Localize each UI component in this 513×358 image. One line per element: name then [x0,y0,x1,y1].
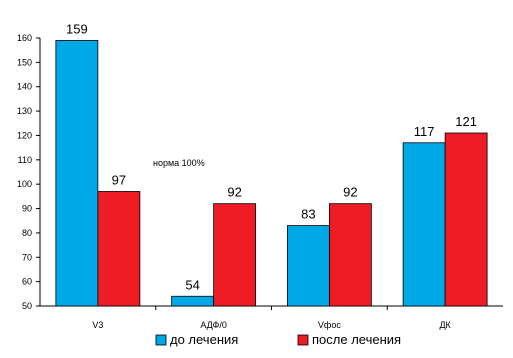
data-label: 159 [66,21,88,36]
data-labels: 159 97 54 92 83 92 117 121 [66,21,477,292]
y-tick-label: 90 [22,204,32,214]
y-tick-label: 70 [22,252,32,262]
x-tick-label: Vфос [318,320,341,330]
bars [55,40,488,307]
y-tick-label: 150 [17,57,32,67]
bar-before-1 [55,40,99,307]
norm-annotation: норма 100% [153,158,205,168]
y-tick-label: 120 [17,130,32,140]
data-label: 92 [343,185,357,200]
legend-swatch [155,334,167,346]
y-tick-label: 110 [18,155,32,165]
bar-before-4 [402,142,446,307]
y-tick-label: 50 [22,301,32,311]
y-tick-label: 160 [17,33,32,43]
bar-after-2 [213,203,257,307]
data-label: 54 [185,277,199,292]
data-label: 117 [414,124,435,139]
data-label: 83 [301,207,315,222]
y-tick-label: 130 [17,106,32,116]
y-tick-label: 80 [22,228,32,238]
y-tick-label: 140 [17,82,32,92]
bar-after-3 [328,203,372,307]
y-tick-label: 100 [17,179,32,189]
legend-label: до лечения [170,332,238,347]
legend-label: после лечения [312,332,401,347]
y-axis: 50 60 70 80 90 100 110 120 130 140 150 160 [17,33,41,311]
legend-swatch [297,334,309,346]
x-tick-label: АДФ/0 [200,320,227,330]
x-tick-label: ДК [439,320,451,330]
data-label: 121 [455,114,477,129]
bar-after-1 [97,191,141,307]
legend: до лечения после лечения [155,332,401,347]
y-tick-label: 60 [22,277,32,287]
bar-after-4 [444,132,488,307]
x-axis: V3 АДФ/0 Vфос ДК [40,305,503,330]
bar-before-2 [171,295,215,307]
bar-before-3 [286,225,330,307]
x-tick-label: V3 [92,320,103,330]
data-label: 92 [227,185,241,200]
data-label: 97 [112,172,126,187]
